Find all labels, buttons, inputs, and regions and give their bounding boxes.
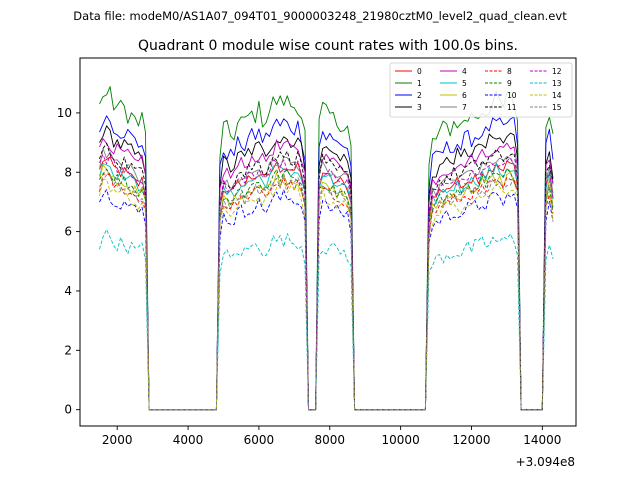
suptitle: Data file: modeM0/AS1A07_094T01_90000032…: [73, 9, 567, 23]
legend-label-8: 8: [507, 67, 512, 76]
x-tick-label: 6000: [244, 433, 275, 447]
legend-label-6: 6: [462, 91, 467, 100]
series-line-1: [99, 86, 554, 411]
x-tick-label: 12000: [452, 433, 490, 447]
legend-label-13: 13: [552, 79, 562, 88]
plot-lines: [99, 86, 554, 411]
y-tick-label: 0: [64, 403, 72, 417]
series-line-2: [99, 115, 554, 411]
legend-label-3: 3: [417, 103, 422, 112]
series-line-5: [99, 163, 554, 411]
series-line-7: [99, 148, 554, 411]
y-tick-label: 8: [64, 165, 72, 179]
legend-label-11: 11: [507, 103, 517, 112]
chart-title: Quadrant 0 module wise count rates with …: [138, 38, 518, 54]
legend-label-15: 15: [552, 103, 562, 112]
y-tick-label: 2: [64, 343, 72, 357]
legend-label-5: 5: [462, 79, 467, 88]
legend-label-2: 2: [417, 91, 422, 100]
legend-label-4: 4: [462, 67, 467, 76]
legend-label-0: 0: [417, 67, 422, 76]
series-line-15: [99, 173, 554, 411]
series-line-9: [99, 168, 554, 411]
x-tick-label: 4000: [173, 433, 204, 447]
series-line-14: [99, 178, 554, 411]
series-line-13: [99, 229, 554, 411]
legend-box: [389, 62, 573, 118]
legend-label-10: 10: [507, 91, 517, 100]
legend-label-9: 9: [507, 79, 512, 88]
x-tick-label: 10000: [382, 433, 420, 447]
series-line-8: [99, 173, 554, 411]
legend-label-12: 12: [552, 67, 562, 76]
legend-label-7: 7: [462, 103, 467, 112]
x-tick-label: 2000: [102, 433, 133, 447]
y-tick-label: 10: [57, 106, 72, 120]
series-line-10: [99, 189, 554, 411]
y-tick-label: 6: [64, 225, 72, 239]
plot-frame: [79, 57, 577, 427]
legend-label-14: 14: [552, 91, 562, 100]
series-line-12: [99, 154, 554, 411]
y-tick-label: 4: [64, 284, 72, 298]
legend-label-1: 1: [417, 79, 422, 88]
x-tick-label: 8000: [314, 433, 345, 447]
x-offset-label: +3.094e8: [516, 455, 575, 469]
x-axis: 2000 4000 6000 8000 10000 12000 14000: [102, 426, 561, 447]
y-axis: 0 2 4 6 8 10: [57, 106, 80, 417]
x-tick-label: 14000: [523, 433, 561, 447]
